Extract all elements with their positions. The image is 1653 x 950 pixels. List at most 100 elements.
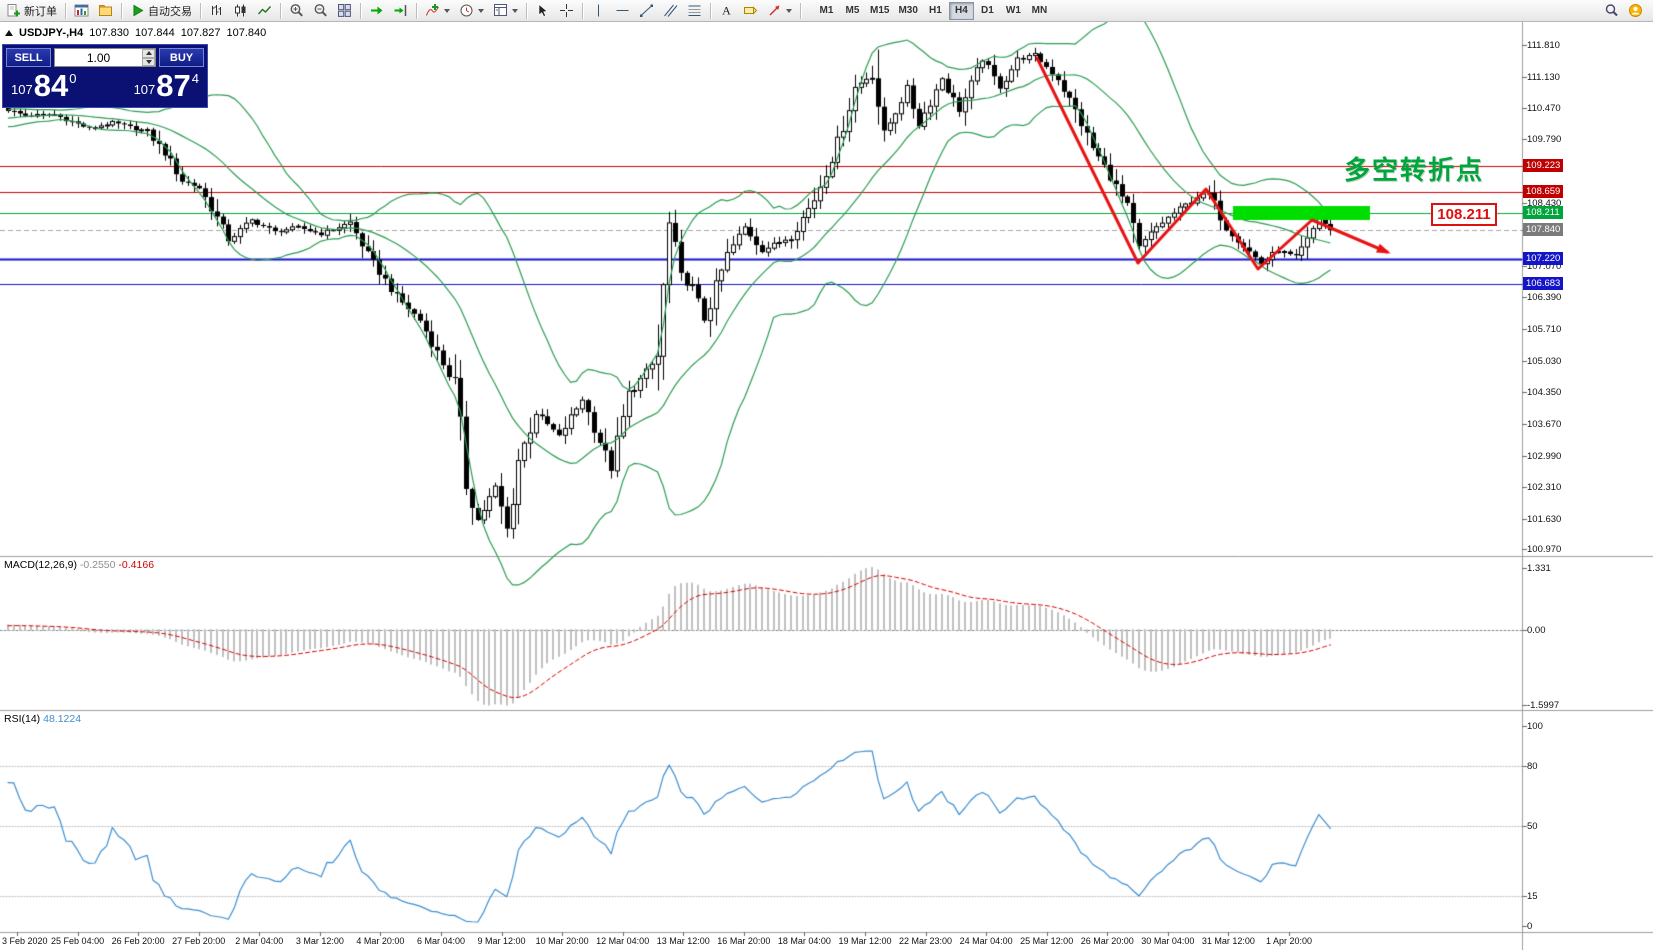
time-axis-label: 6 Mar 04:00 xyxy=(416,936,465,946)
autotrading-button[interactable]: 自动交易 xyxy=(126,1,196,21)
toolbar-separator xyxy=(526,2,527,19)
sell-price-sup: 0 xyxy=(69,71,77,86)
volume-input[interactable] xyxy=(55,49,142,66)
timeframe-mn-button[interactable]: MN xyxy=(1027,2,1052,20)
buy-button[interactable]: BUY xyxy=(159,48,204,67)
cursor-button[interactable] xyxy=(531,1,554,21)
tile-windows-button[interactable] xyxy=(333,1,356,21)
price-axis-level-label: 108.659 xyxy=(1523,184,1564,198)
time-axis-label: 22 Mar 23:00 xyxy=(899,936,953,946)
time-axis-label: 25 Feb 04:00 xyxy=(51,936,105,946)
dropdown-caret-icon xyxy=(786,8,792,13)
periods-button[interactable] xyxy=(455,1,488,21)
rsi-value: 48.1224 xyxy=(43,713,82,725)
quote-low: 107.827 xyxy=(180,27,221,39)
zoom-out-button[interactable] xyxy=(309,1,332,21)
price-axis-label: 111.130 xyxy=(1527,72,1560,83)
price-axis-label: 105.030 xyxy=(1527,355,1562,367)
price-axis-label: 106.390 xyxy=(1527,292,1562,304)
bar-chart-mode-button[interactable] xyxy=(205,1,228,21)
time-axis-label: 24 Mar 04:00 xyxy=(959,936,1013,946)
indicators-button[interactable] xyxy=(421,1,454,21)
profiles-button[interactable] xyxy=(94,1,117,21)
zoom-in-button[interactable] xyxy=(285,1,308,21)
timeframe-h1-button[interactable]: H1 xyxy=(923,2,948,20)
chart-shift-button[interactable] xyxy=(389,1,412,21)
time-axis-label: 3 Feb 2020 xyxy=(2,936,48,946)
macd-main-value: -0.2550 xyxy=(79,559,116,571)
price-axis-label: 100.970 xyxy=(1527,544,1562,556)
price-chart[interactable] xyxy=(0,22,1653,950)
pane-collapse-icon[interactable] xyxy=(5,30,13,36)
volume-decrease-button[interactable] xyxy=(142,57,155,66)
trendline-button[interactable] xyxy=(635,1,658,21)
price-axis-level-label: 107.840 xyxy=(1523,222,1564,236)
price-axis-label: 110.470 xyxy=(1527,102,1561,114)
timeframe-m1-button[interactable]: M1 xyxy=(814,2,839,20)
toolbar-separator xyxy=(360,2,361,19)
horizontal-line-button[interactable] xyxy=(611,1,634,21)
timeframe-w1-button[interactable]: W1 xyxy=(1001,2,1026,20)
turning-point-annotation: 多空转折点 xyxy=(1344,155,1485,185)
time-axis-label: 25 Mar 12:00 xyxy=(1020,936,1074,946)
rsi-scale-label: 15 xyxy=(1527,891,1538,902)
quote-open: 107.830 xyxy=(89,27,129,39)
rsi-scale-label: 0 xyxy=(1527,921,1533,932)
timeframe-h4-button[interactable]: H4 xyxy=(948,1,974,20)
text-label-button[interactable] xyxy=(739,1,762,21)
arrows-button[interactable] xyxy=(763,1,796,21)
time-axis-label: 30 Mar 04:00 xyxy=(1141,936,1195,946)
timeframe-m30-button[interactable]: M30 xyxy=(894,2,921,20)
macd-indicator-label: MACD(12,26,9) -0.2550 -0.4166 xyxy=(4,559,154,571)
line-chart-mode-button[interactable] xyxy=(253,1,276,21)
buy-price-big: 87 xyxy=(156,68,191,103)
time-axis-label: 10 Mar 20:00 xyxy=(535,936,589,946)
time-axis-label: 2 Mar 04:00 xyxy=(235,936,284,946)
new-order-button[interactable]: 新订单 xyxy=(2,1,61,21)
fibonacci-button[interactable] xyxy=(683,1,706,21)
volume-increase-button[interactable] xyxy=(142,49,155,58)
time-axis-label: 13 Mar 12:00 xyxy=(656,936,710,946)
text-button[interactable]: A xyxy=(715,1,738,21)
auto-scroll-button[interactable] xyxy=(365,1,388,21)
rsi-scale-label: 50 xyxy=(1527,821,1538,832)
volume-spinner xyxy=(142,49,155,66)
quote-close: 107.840 xyxy=(226,27,267,39)
search-button[interactable] xyxy=(1600,1,1623,21)
toolbar-separator xyxy=(800,2,801,19)
buy-price-prefix: 107 xyxy=(133,82,156,97)
price-axis-label: 102.990 xyxy=(1527,450,1562,462)
equidistant-channel-button[interactable] xyxy=(659,1,682,21)
dropdown-caret-icon xyxy=(444,8,450,13)
dropdown-caret-icon xyxy=(478,8,484,13)
crosshair-button[interactable] xyxy=(555,1,578,21)
macd-scale-label: 0.00 xyxy=(1527,625,1546,636)
price-axis-label: 101.630 xyxy=(1527,513,1562,525)
time-axis-label: 18 Mar 04:00 xyxy=(777,936,831,946)
spin-up-icon xyxy=(145,51,152,56)
candlestick-mode-button[interactable] xyxy=(229,1,252,21)
timeframe-m15-button[interactable]: M15 xyxy=(866,2,893,20)
toolbar-separator xyxy=(416,2,417,19)
price-axis-label: 111.810 xyxy=(1527,40,1560,52)
charts-button[interactable] xyxy=(70,1,93,21)
time-axis-label: 16 Mar 20:00 xyxy=(717,936,771,946)
vertical-line-button[interactable] xyxy=(587,1,610,21)
sell-button[interactable]: SELL xyxy=(6,48,51,67)
price-axis-level-label: 107.220 xyxy=(1523,251,1564,265)
price-axis-level-label: 106.683 xyxy=(1523,276,1564,290)
community-button[interactable] xyxy=(1624,1,1647,21)
buy-price-sup: 4 xyxy=(191,71,199,86)
toolbar-separator xyxy=(710,2,711,19)
price-axis-label: 107.070 xyxy=(1527,260,1562,272)
time-axis-label: 27 Feb 20:00 xyxy=(172,936,226,946)
toolbar: 新订单 自动交易 A M1 M5 M15 M30 H1 H4 D1 W1 MN xyxy=(0,0,1653,22)
timeframe-d1-button[interactable]: D1 xyxy=(975,2,1000,20)
toolbar-separator xyxy=(200,2,201,19)
price-axis-label: 109.790 xyxy=(1527,134,1562,146)
timeframe-m5-button[interactable]: M5 xyxy=(840,2,865,20)
macd-scale-label: -1.5997 xyxy=(1527,699,1560,711)
sell-price-prefix: 107 xyxy=(11,82,33,97)
templates-button[interactable] xyxy=(489,1,522,21)
